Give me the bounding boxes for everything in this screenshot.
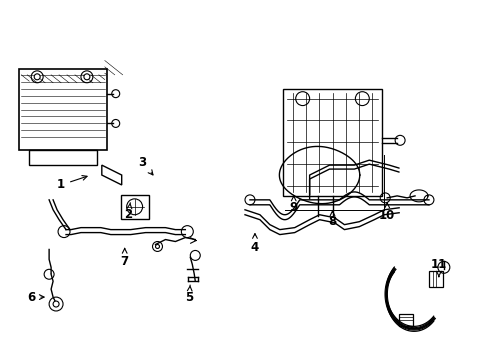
Circle shape — [53, 301, 59, 307]
Text: 10: 10 — [379, 203, 395, 222]
Circle shape — [34, 74, 40, 80]
Circle shape — [155, 244, 159, 248]
Text: 11: 11 — [431, 258, 447, 276]
Text: 4: 4 — [251, 234, 259, 254]
Text: 8: 8 — [328, 211, 337, 228]
Text: 3: 3 — [139, 156, 153, 175]
Text: 9: 9 — [290, 195, 298, 214]
Text: 2: 2 — [124, 203, 133, 221]
Bar — [121, 195, 148, 219]
Bar — [429, 271, 443, 287]
Text: 1: 1 — [57, 176, 87, 192]
Text: 7: 7 — [121, 248, 129, 268]
Circle shape — [84, 74, 90, 80]
Bar — [19, 69, 107, 150]
Bar — [283, 89, 382, 196]
Text: 5: 5 — [185, 285, 194, 303]
Text: 6: 6 — [27, 291, 44, 303]
Bar — [399, 314, 413, 326]
